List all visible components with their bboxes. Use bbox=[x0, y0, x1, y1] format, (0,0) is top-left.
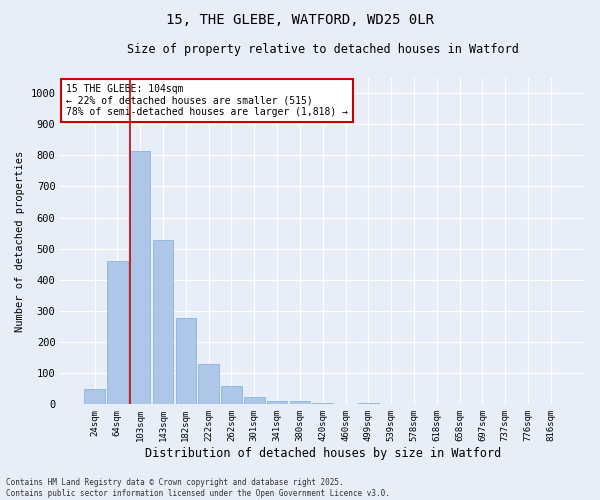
Bar bbox=[84, 389, 105, 404]
Text: 15 THE GLEBE: 104sqm
← 22% of detached houses are smaller (515)
78% of semi-deta: 15 THE GLEBE: 104sqm ← 22% of detached h… bbox=[65, 84, 347, 117]
Bar bbox=[313, 403, 333, 404]
Bar bbox=[290, 401, 310, 404]
Bar bbox=[153, 240, 173, 404]
Bar bbox=[130, 150, 151, 404]
Text: 15, THE GLEBE, WATFORD, WD25 0LR: 15, THE GLEBE, WATFORD, WD25 0LR bbox=[166, 12, 434, 26]
Bar bbox=[107, 260, 128, 404]
Title: Size of property relative to detached houses in Watford: Size of property relative to detached ho… bbox=[127, 42, 518, 56]
Bar bbox=[267, 401, 287, 404]
Text: Contains HM Land Registry data © Crown copyright and database right 2025.
Contai: Contains HM Land Registry data © Crown c… bbox=[6, 478, 390, 498]
X-axis label: Distribution of detached houses by size in Watford: Distribution of detached houses by size … bbox=[145, 447, 501, 460]
Bar bbox=[199, 364, 219, 405]
Bar bbox=[358, 403, 379, 404]
Bar bbox=[176, 318, 196, 404]
Bar bbox=[244, 396, 265, 404]
Bar bbox=[221, 386, 242, 404]
Y-axis label: Number of detached properties: Number of detached properties bbox=[15, 150, 25, 332]
